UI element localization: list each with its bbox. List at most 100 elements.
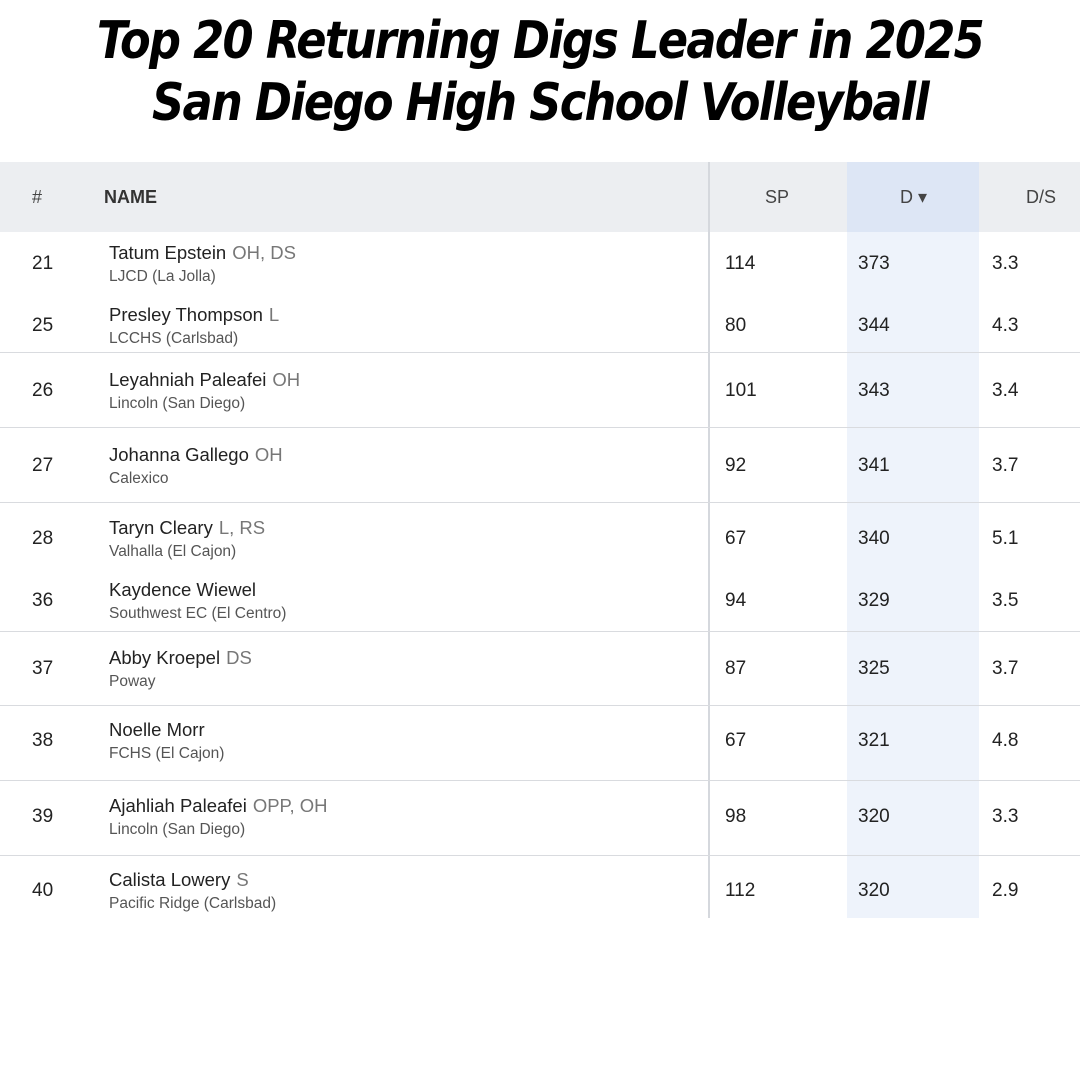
table-row[interactable]: 21 Tatum Epstein OH, DS LJCD (La Jolla) 114 3… (0, 232, 1080, 292)
player-school: Calexico (109, 470, 169, 487)
table-row[interactable]: 38 Noelle Morr FCHS (El Cajon) 67 321 4.8 (0, 705, 1080, 780)
player-school: Poway (109, 673, 156, 690)
row-d: 373 (858, 253, 890, 274)
row-sp: 94 (725, 590, 747, 611)
row-sp: 92 (725, 455, 747, 476)
player-name[interactable]: Calista Lowery (109, 869, 231, 890)
player-position: L (268, 304, 280, 325)
row-d: 320 (858, 880, 890, 901)
player-school: FCHS (El Cajon) (109, 745, 225, 762)
table-row[interactable]: 28 Taryn Cleary L, RS Valhalla (El Cajon) 67… (0, 502, 1080, 567)
player-name[interactable]: Noelle Morr (109, 719, 205, 740)
player-name[interactable]: Leyahniah Paleafei (109, 369, 267, 390)
header-ds[interactable]: D/S (1026, 187, 1057, 207)
row-ds: 5.1 (992, 528, 1019, 549)
table-row[interactable]: 40 Calista Lowery S Pacific Ridge (Carlsbad… (0, 855, 1080, 924)
player-school: Pacific Ridge (Carlsbad) (109, 895, 277, 912)
table-row[interactable]: 37 Abby Kroepel DS Poway 87 325 3.7 (0, 631, 1080, 705)
row-rank: 37 (32, 658, 54, 679)
row-rank: 38 (32, 730, 54, 751)
row-sp: 98 (725, 806, 747, 827)
player-position: OPP, OH (252, 795, 328, 816)
player-position: OH, DS (232, 242, 296, 263)
row-rank: 40 (32, 880, 54, 901)
player-name[interactable]: Taryn Cleary (109, 517, 213, 538)
player-position: L, RS (218, 517, 266, 538)
player-name[interactable]: Ajahliah Paleafei (109, 795, 247, 816)
player-school: Valhalla (El Cajon) (109, 543, 237, 560)
row-ds: 2.9 (992, 880, 1019, 901)
row-ds: 3.7 (992, 658, 1019, 679)
row-rank: 28 (32, 528, 54, 549)
sorted-column-highlight (847, 162, 979, 918)
digs-leaders-table: # NAME SP D ▾ D/S 21 Tatum Epstein OH, DS L… (0, 162, 1080, 918)
player-name[interactable]: Johanna Gallego (109, 444, 249, 465)
row-rank: 25 (32, 315, 54, 336)
row-rank: 36 (32, 590, 54, 611)
row-player[interactable]: Ajahliah Paleafei OPP, OH Lincoln (San Die… (109, 795, 328, 839)
player-name[interactable]: Tatum Epstein (109, 242, 227, 263)
player-school: LCCHS (Carlsbad) (109, 330, 239, 347)
player-position: OH (254, 444, 283, 465)
header-name[interactable]: NAME (104, 187, 157, 207)
row-ds: 4.8 (992, 730, 1019, 751)
row-ds: 3.7 (992, 455, 1019, 476)
table-row[interactable]: 27 Johanna Gallego OH Calexico 92 341 3.7 (0, 427, 1080, 502)
row-sp: 67 (725, 730, 747, 751)
player-school: Lincoln (San Diego) (109, 395, 246, 412)
table-row[interactable]: 26 Leyahniah Paleafei OH Lincoln (San Diego… (0, 352, 1080, 427)
row-player[interactable]: Presley Thompson L LCCHS (Carlsbad) (109, 304, 279, 348)
row-d: 321 (858, 730, 890, 751)
row-ds: 4.3 (992, 315, 1019, 336)
row-player[interactable]: Leyahniah Paleafei OH Lincoln (San Diego) (109, 369, 300, 413)
sorted-header-highlight (847, 162, 979, 232)
row-player[interactable]: Tatum Epstein OH, DS LJCD (La Jolla) (109, 242, 296, 286)
player-position: S (236, 869, 249, 890)
title-line-2: San Diego High School Volleyball (152, 73, 930, 133)
row-d: 320 (858, 806, 890, 827)
row-sp: 101 (725, 380, 757, 401)
column-divider (708, 162, 710, 918)
row-d: 344 (858, 315, 890, 336)
row-ds: 3.3 (992, 253, 1019, 274)
row-ds: 3.4 (992, 380, 1019, 401)
player-school: Lincoln (San Diego) (109, 821, 246, 838)
row-sp: 80 (725, 315, 747, 336)
table-body: 21 Tatum Epstein OH, DS LJCD (La Jolla) 114 3… (0, 232, 1080, 924)
row-sp: 67 (725, 528, 747, 549)
row-player[interactable]: Kaydence Wiewel Southwest EC (El Centro) (109, 579, 286, 623)
row-ds: 3.3 (992, 806, 1019, 827)
table-row[interactable]: 25 Presley Thompson L LCCHS (Carlsbad) 80 344… (0, 292, 1080, 352)
page-title: Top 20 Returning Digs Leader in 2025 San… (0, 10, 1080, 134)
row-rank: 27 (32, 455, 54, 476)
player-position: DS (226, 647, 252, 668)
row-player[interactable]: Johanna Gallego OH Calexico (109, 444, 283, 488)
header-sp[interactable]: SP (765, 187, 790, 207)
row-rank: 26 (32, 380, 54, 401)
row-d: 340 (858, 528, 890, 549)
player-school: LJCD (La Jolla) (109, 268, 216, 285)
player-name[interactable]: Presley Thompson (109, 304, 263, 325)
row-sp: 114 (725, 253, 756, 274)
header-rank[interactable]: # (32, 187, 43, 207)
row-d: 329 (858, 590, 890, 611)
row-ds: 3.5 (992, 590, 1019, 611)
header-d-sorted[interactable]: D ▾ (900, 187, 928, 207)
row-rank: 39 (32, 806, 54, 827)
player-name[interactable]: Kaydence Wiewel (109, 579, 257, 600)
player-name[interactable]: Abby Kroepel (109, 647, 221, 668)
row-player[interactable]: Calista Lowery S Pacific Ridge (Carlsbad) (109, 869, 276, 913)
table-header: # NAME SP D ▾ D/S (0, 162, 1080, 232)
title-line-1: Top 20 Returning Digs Leader in 2025 (96, 11, 985, 71)
row-player[interactable]: Abby Kroepel DS Poway (109, 647, 252, 691)
row-player[interactable]: Noelle Morr FCHS (El Cajon) (109, 719, 224, 763)
table-row[interactable]: 36 Kaydence Wiewel Southwest EC (El Centro… (0, 567, 1080, 631)
row-rank: 21 (32, 253, 54, 274)
player-school: Southwest EC (El Centro) (109, 605, 287, 622)
row-d: 343 (858, 380, 890, 401)
player-position: OH (272, 369, 301, 390)
row-d: 325 (858, 658, 890, 679)
row-player[interactable]: Taryn Cleary L, RS Valhalla (El Cajon) (109, 517, 265, 561)
row-sp: 112 (725, 880, 756, 901)
table-row[interactable]: 39 Ajahliah Paleafei OPP, OH Lincoln (San D… (0, 780, 1080, 855)
